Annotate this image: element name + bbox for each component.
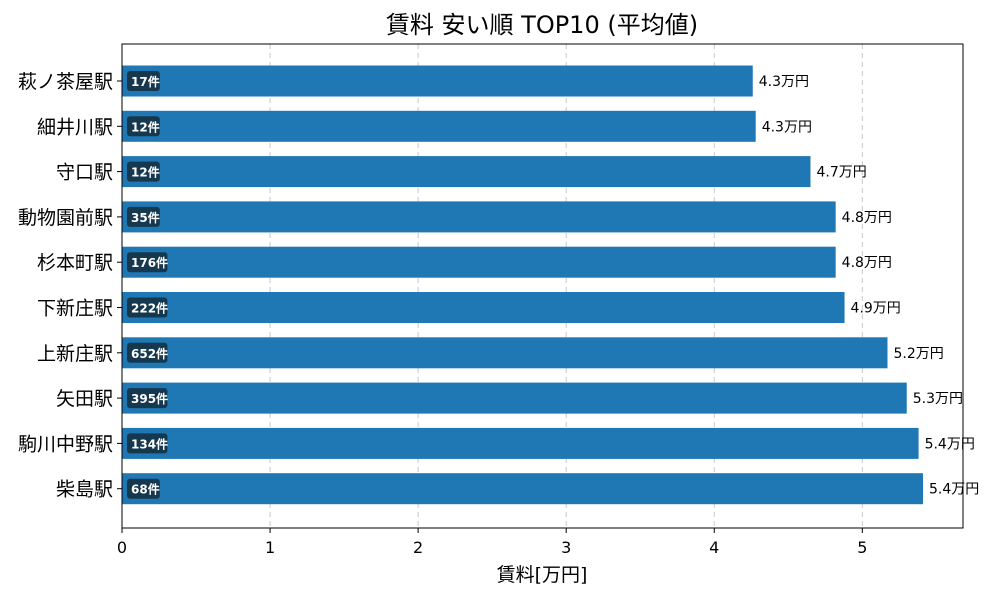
x-axis-label: 賃料[万円] [497,564,588,586]
bar [122,382,907,414]
bar [122,427,919,459]
count-badge [127,388,168,409]
value-label: 5.2万円 [893,346,943,362]
x-tick-labels: 0 1 2 3 4 5 [117,528,867,557]
count-badge [127,478,160,499]
bar [122,337,888,369]
plot-frame [121,43,964,529]
count-label: 35件 [131,210,160,225]
value-label: 5.3万円 [913,391,963,407]
count-label: 134件 [131,436,168,451]
bar [122,292,845,323]
count-badge [127,206,160,227]
x-tick-label: 0 [117,538,127,557]
y-tick-label: 杉本町駅 [37,252,113,274]
bar [122,473,924,505]
count-label: 12件 [131,165,160,180]
count-label: 17件 [131,74,160,89]
count-label: 395件 [131,391,168,406]
bar [122,201,836,233]
x-tick-label: 5 [857,538,867,557]
x-tick-label: 3 [561,538,571,557]
x-tick-label: 2 [413,538,423,557]
count-badge [127,433,168,454]
count-badge [127,252,168,273]
y-tick-label: 萩ノ茶屋駅 [18,71,113,93]
count-label: 68件 [131,482,160,497]
bar [122,156,811,188]
count-badge [127,116,160,137]
value-label: 4.3万円 [762,119,812,135]
x-tick-label: 4 [709,538,719,557]
y-tick-label: 駒川中野駅 [18,433,113,455]
y-tick-label: 細井川駅 [37,116,113,138]
value-label: 4.7万円 [816,165,866,181]
value-label: 4.8万円 [842,255,892,271]
count-badge [127,71,160,91]
x-tick-label: 1 [265,538,275,557]
bars-group: 17件 4.3万円 12件 4.3万円 12件 4.7万円 35件 4.8万円 176件 4.8万… [122,65,979,505]
value-label: 4.9万円 [851,301,901,317]
value-label: 4.8万円 [842,210,892,226]
bar [122,246,836,278]
y-tick-label: 柴島駅 [56,479,113,501]
count-label: 176件 [131,255,168,270]
count-label: 12件 [131,119,160,134]
y-tick-label: 動物園前駅 [18,207,113,229]
value-label: 5.4万円 [929,482,979,498]
bar [122,110,756,142]
y-tick-label: 上新庄駅 [37,343,113,365]
bar [122,65,753,97]
y-tick-label: 守口駅 [56,162,113,184]
y-tick-label: 矢田駅 [56,388,113,410]
y-tick-label: 下新庄駅 [37,298,113,320]
count-label: 652件 [131,346,168,361]
count-badge [127,342,168,363]
value-label: 5.4万円 [925,436,975,452]
count-badge [127,297,168,318]
count-label: 222件 [131,301,168,316]
value-label: 4.3万円 [759,74,809,90]
count-badge [127,161,160,182]
chart-title: 賃料 安い順 TOP10 (平均値) [386,11,698,39]
